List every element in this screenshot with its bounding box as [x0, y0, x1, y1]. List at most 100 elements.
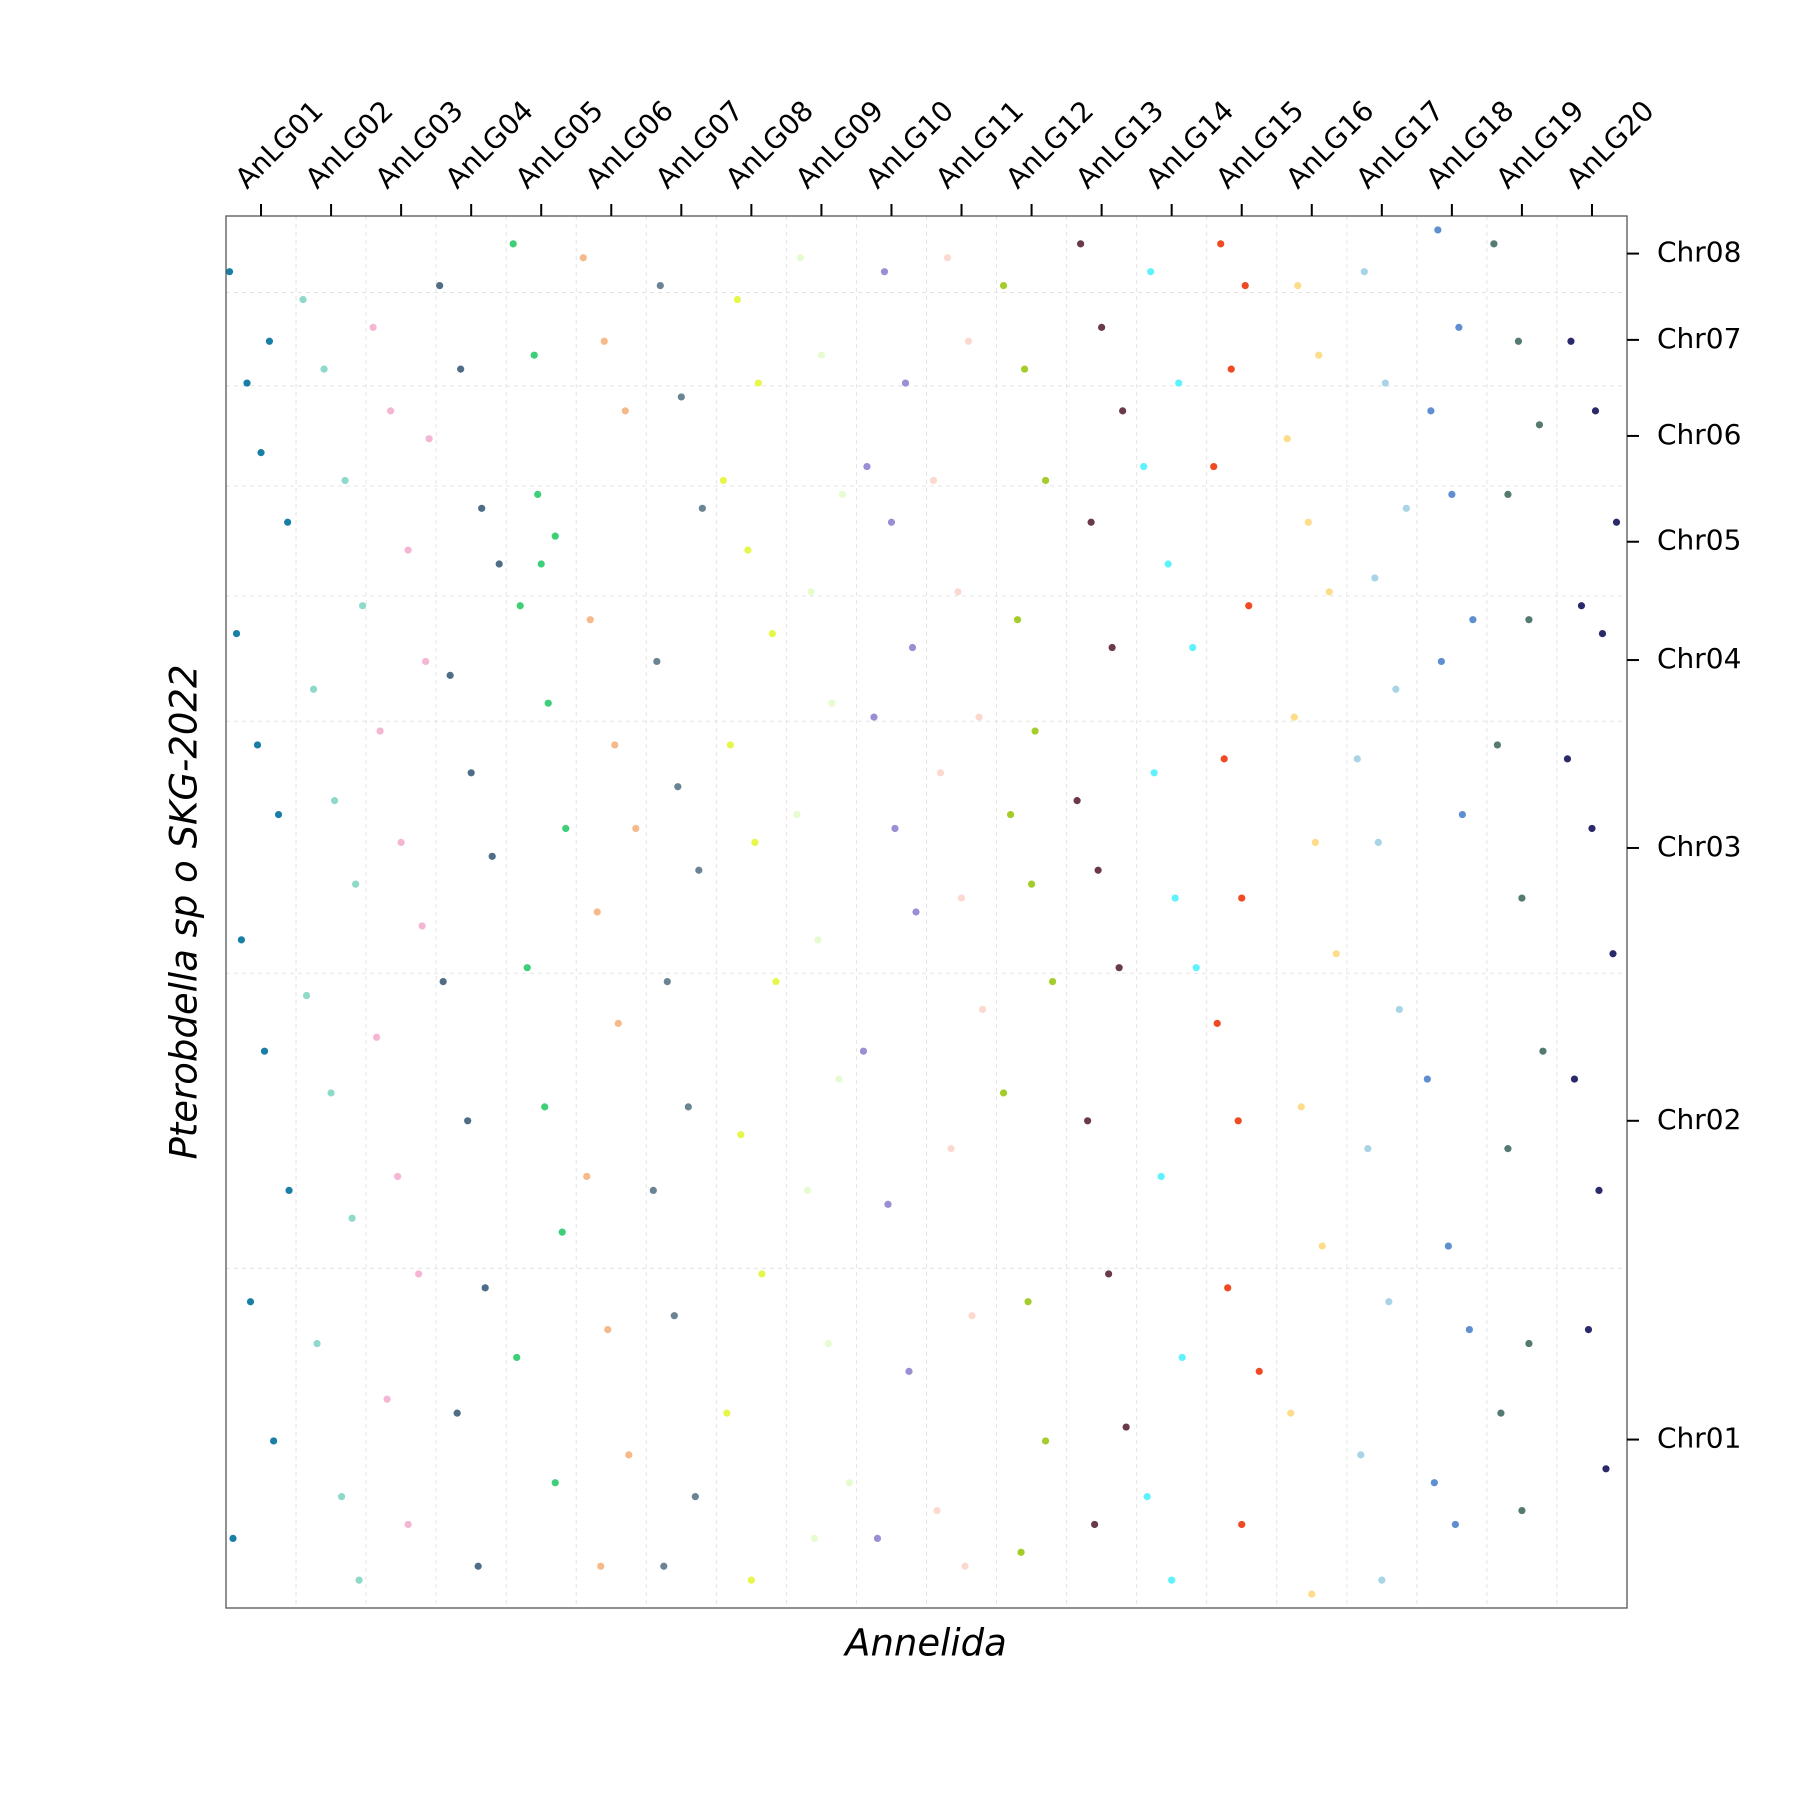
point [957, 894, 966, 902]
point [656, 282, 664, 290]
point [341, 476, 349, 485]
point [873, 1534, 882, 1542]
point [695, 866, 703, 874]
point [523, 964, 531, 972]
point [744, 546, 752, 554]
point [807, 588, 815, 596]
point [1210, 462, 1218, 471]
point [691, 1493, 699, 1501]
point [1283, 435, 1291, 443]
point [1143, 1493, 1151, 1501]
point [828, 699, 836, 707]
point [1437, 657, 1445, 666]
point [1504, 1145, 1512, 1153]
plot-frame [225, 215, 1628, 1609]
point [495, 560, 503, 568]
point [632, 824, 640, 833]
point [1598, 630, 1607, 638]
point [1094, 866, 1102, 874]
point [464, 1117, 472, 1125]
point [999, 282, 1008, 290]
point [908, 643, 917, 652]
y-tick-label: Chr06 [1657, 418, 1741, 451]
point [265, 337, 274, 345]
point [863, 462, 871, 471]
point [1048, 978, 1057, 986]
point [887, 518, 896, 526]
point [597, 1562, 605, 1570]
y-tick-label: Chr01 [1657, 1422, 1741, 1455]
point [1178, 1353, 1186, 1362]
y-tick-label: Chr07 [1657, 322, 1741, 355]
point [1098, 323, 1106, 331]
point [376, 727, 384, 735]
point [961, 1562, 969, 1570]
point [299, 295, 307, 304]
point [1024, 1298, 1032, 1306]
point [1031, 727, 1039, 735]
point [1392, 685, 1400, 693]
point [845, 1479, 854, 1487]
point [394, 1172, 402, 1181]
point [478, 504, 486, 512]
point [905, 1367, 913, 1375]
point [859, 1047, 868, 1055]
point [551, 532, 559, 540]
point [1119, 407, 1127, 415]
point [1591, 407, 1600, 415]
point [1451, 1520, 1459, 1529]
point [1490, 240, 1498, 248]
point [246, 1298, 255, 1306]
point [270, 1437, 278, 1445]
point [1444, 1242, 1452, 1250]
point [1430, 1479, 1438, 1487]
point [1434, 226, 1442, 234]
point [474, 1562, 482, 1570]
point [677, 393, 685, 401]
point [1364, 1145, 1372, 1153]
point [1168, 1576, 1176, 1584]
point [253, 741, 262, 749]
point [1455, 323, 1463, 331]
point [348, 1214, 356, 1222]
point [1087, 518, 1095, 526]
point [1423, 1075, 1431, 1083]
point [1427, 407, 1435, 415]
point [337, 1493, 346, 1501]
point [772, 978, 780, 986]
point [457, 365, 465, 373]
point [373, 1033, 381, 1041]
point [436, 282, 444, 290]
point [663, 978, 671, 986]
point [653, 657, 661, 666]
point [1122, 1423, 1130, 1431]
point [954, 588, 962, 596]
point [733, 295, 741, 304]
point [1465, 1326, 1473, 1334]
point [1234, 1117, 1242, 1125]
point [929, 476, 938, 485]
point [670, 1312, 678, 1320]
point [912, 908, 920, 916]
point [1297, 1103, 1305, 1111]
point [1577, 602, 1586, 610]
point [387, 407, 395, 415]
point [698, 504, 706, 512]
point [1147, 268, 1155, 276]
point [660, 1562, 668, 1570]
point [968, 1312, 976, 1320]
point [719, 476, 727, 485]
point [453, 1409, 461, 1417]
point [225, 268, 234, 276]
point [1402, 504, 1410, 512]
point [302, 991, 311, 1000]
point [593, 908, 601, 916]
point [1227, 365, 1235, 373]
point [1353, 755, 1361, 763]
point [586, 616, 594, 624]
point [309, 685, 318, 693]
point [1385, 1298, 1393, 1306]
point [1287, 1409, 1295, 1417]
point [1539, 1047, 1547, 1055]
point [446, 671, 454, 679]
